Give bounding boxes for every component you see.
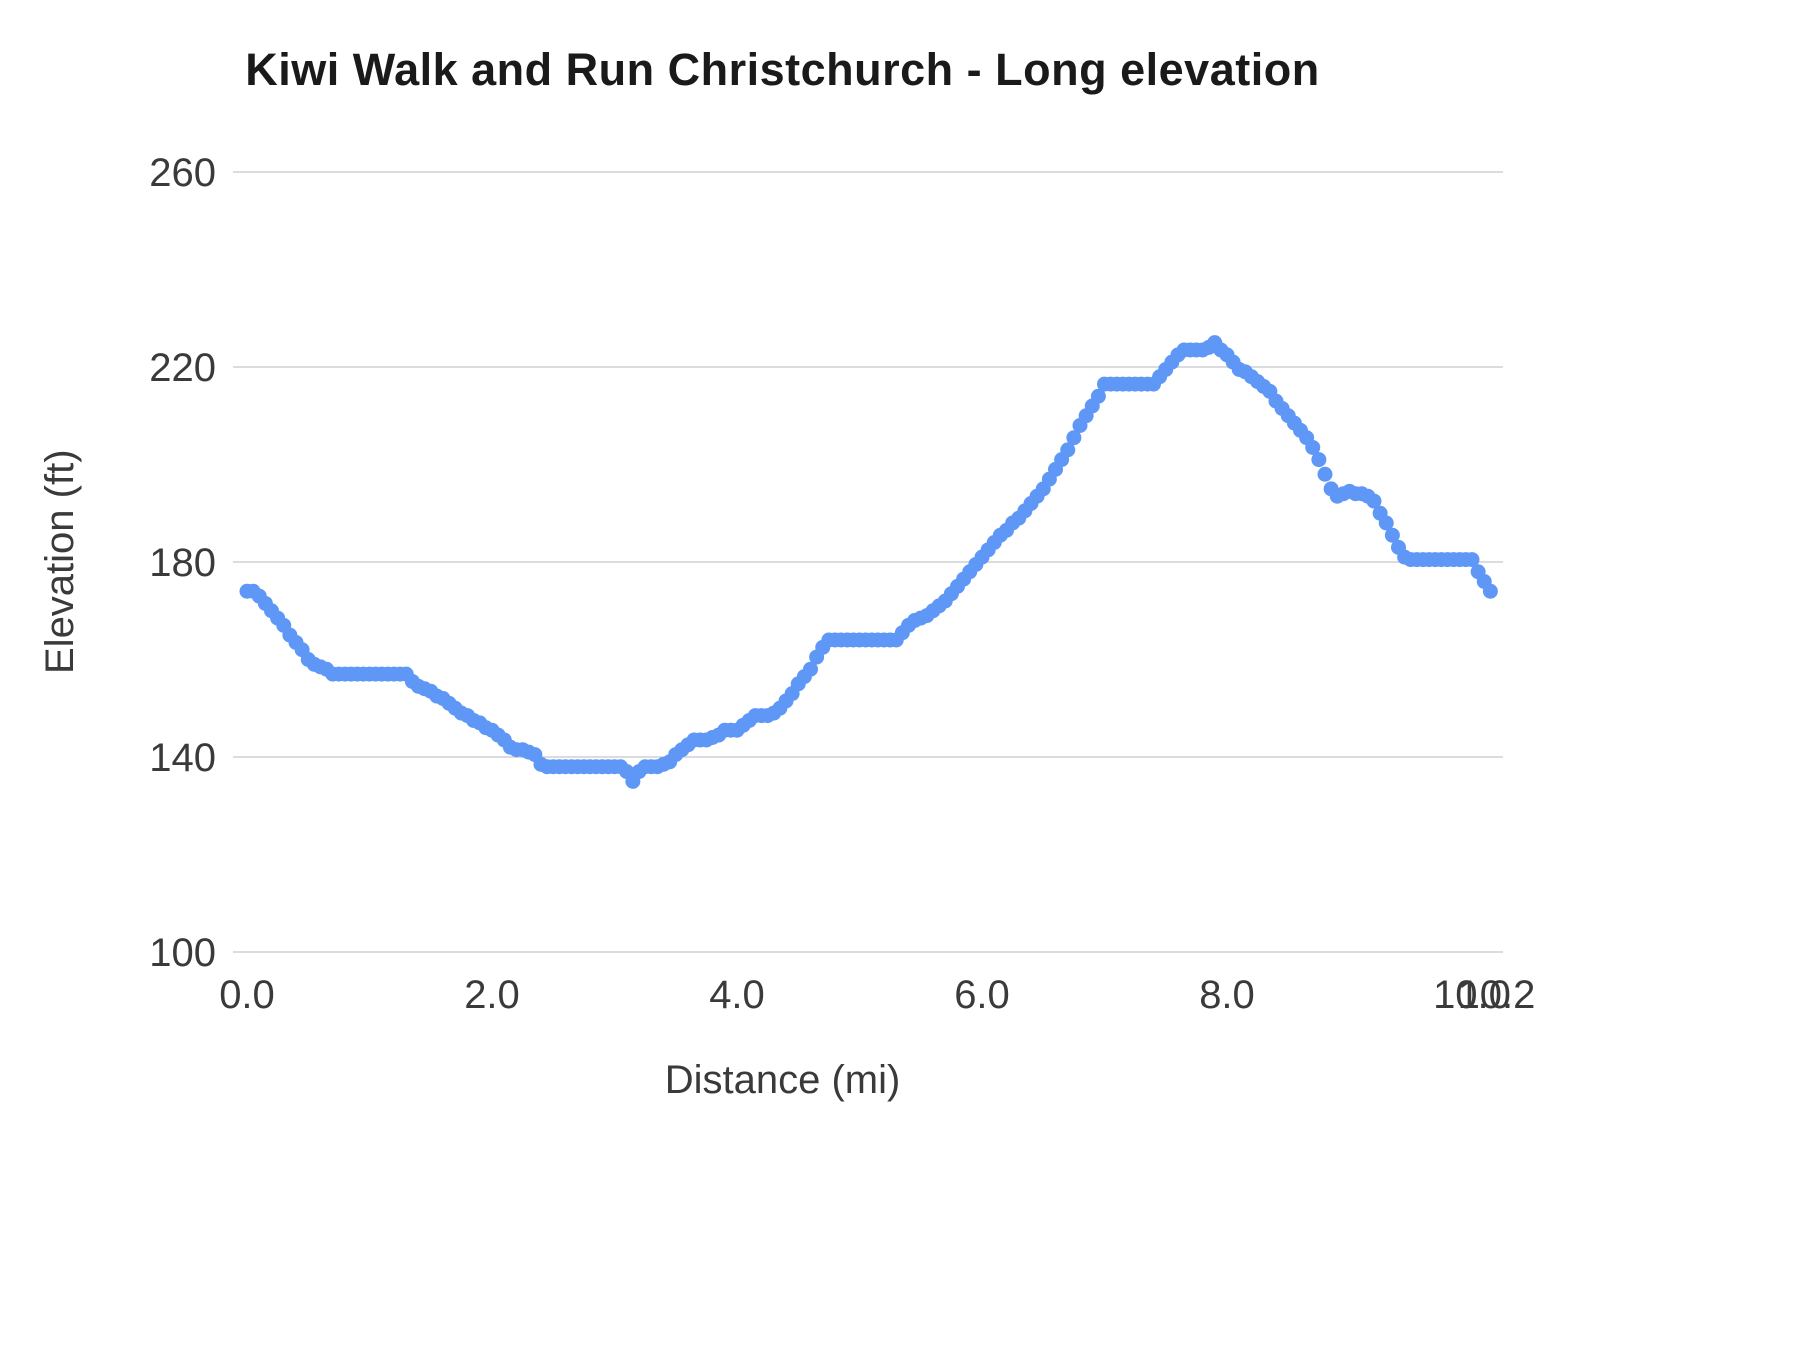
data-point bbox=[1305, 439, 1321, 455]
x-axis-title: Distance (mi) bbox=[664, 1058, 901, 1102]
data-point bbox=[1378, 515, 1394, 531]
y-tick-label: 100 bbox=[149, 931, 216, 975]
data-point bbox=[803, 661, 818, 677]
x-tick-label: 4.0 bbox=[709, 973, 765, 1017]
x-tick-label: 10.0 bbox=[1433, 973, 1511, 1017]
x-tick-label: 6.0 bbox=[954, 973, 1010, 1017]
x-tick-label: 10.2 bbox=[1458, 973, 1536, 1017]
x-tick-label: 2.0 bbox=[464, 973, 520, 1017]
data-point bbox=[1384, 527, 1400, 543]
data-point bbox=[1317, 466, 1333, 482]
y-tick-label: 180 bbox=[149, 541, 216, 585]
data-point bbox=[1066, 430, 1082, 446]
y-tick-label: 220 bbox=[149, 346, 216, 390]
x-tick-label: 0.0 bbox=[219, 973, 275, 1017]
data-point bbox=[1090, 388, 1106, 404]
data-point bbox=[1482, 583, 1498, 599]
y-tick-label: 260 bbox=[149, 151, 216, 195]
data-point bbox=[1311, 452, 1327, 468]
data-point bbox=[1464, 552, 1480, 568]
y-tick-label: 140 bbox=[149, 736, 216, 780]
data-point bbox=[1060, 442, 1076, 458]
chart-title: Kiwi Walk and Run Christchurch - Long el… bbox=[245, 44, 1320, 95]
data-point bbox=[1366, 493, 1382, 509]
x-tick-label: 8.0 bbox=[1199, 973, 1255, 1017]
